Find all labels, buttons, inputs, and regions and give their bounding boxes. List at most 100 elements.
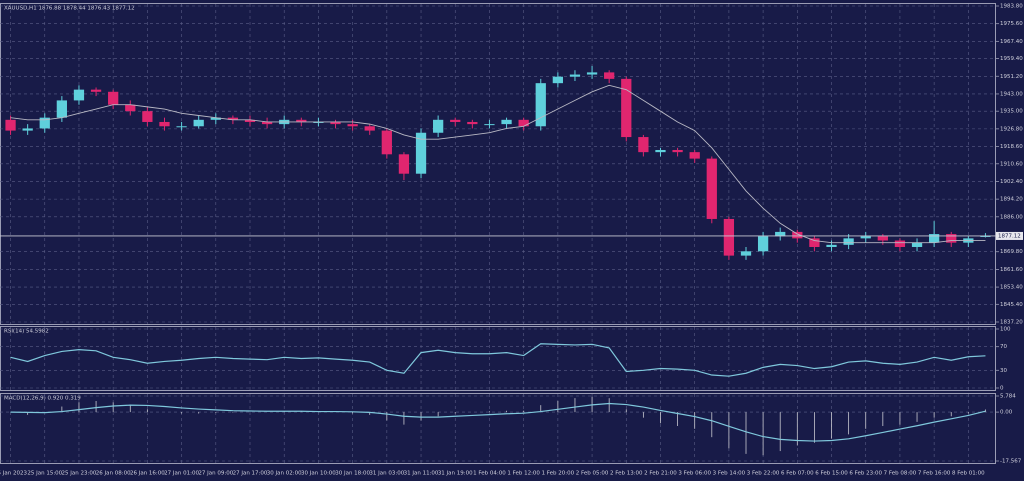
candle-body xyxy=(501,119,512,125)
x-tick-label: 1 Feb 20:00 xyxy=(542,471,575,477)
candle-body xyxy=(433,119,444,133)
x-tick-label: 6 Feb 23:00 xyxy=(849,471,882,477)
price-title: XAUUSD,H1 1876.88 1878.44 1876.43 1877.1… xyxy=(4,6,135,12)
candle-body xyxy=(73,89,85,101)
x-tick-label: 25 Jan 15:00 xyxy=(27,471,62,477)
macd-panel-frame xyxy=(0,393,996,464)
y-tick-label: 1910.60 xyxy=(1000,161,1023,167)
candle-body xyxy=(159,121,170,127)
candle-body xyxy=(347,124,358,127)
candle-body xyxy=(860,236,871,239)
candle-body xyxy=(381,130,392,155)
candle-body xyxy=(586,72,598,75)
y-tick-label: 1837.20 xyxy=(1000,320,1023,326)
y-tick-label: 1886.00 xyxy=(1000,214,1023,220)
candle-body xyxy=(244,119,256,122)
last-price-box xyxy=(996,231,1023,240)
x-tick-label: 26 Jan 16:00 xyxy=(130,471,165,477)
candle-body xyxy=(638,137,649,153)
y-tick-label: 1935.00 xyxy=(1000,109,1023,115)
x-tick-label: 6 Feb 07:00 xyxy=(781,471,814,477)
candle-body xyxy=(5,119,16,131)
candle-body xyxy=(672,149,683,153)
candle-body xyxy=(604,72,615,79)
y-tick-label: 1918.60 xyxy=(1000,144,1023,150)
x-tick-label: 7 Feb 16:00 xyxy=(918,471,951,477)
candle-body xyxy=(330,121,341,125)
y-tick-label: 1983.80 xyxy=(1000,4,1023,10)
candle-body xyxy=(39,117,50,129)
rsi-line xyxy=(10,343,986,377)
x-tick-label: 31 Jan 19:00 xyxy=(438,471,473,477)
y-tick-label: 1853.40 xyxy=(1000,285,1023,291)
candle-body xyxy=(56,100,67,118)
candle-body xyxy=(740,251,752,256)
x-tick-label: 31 Jan 11:00 xyxy=(404,471,439,477)
y-tick-label: 1894.20 xyxy=(1000,197,1023,203)
y-tick-label: 1975.60 xyxy=(1000,21,1023,27)
candle-body xyxy=(125,104,136,112)
y-tick-label: 0.00 xyxy=(1000,410,1013,416)
x-tick-label: 26 Jan 08:00 xyxy=(96,471,131,477)
x-tick-label: 31 Jan 03:00 xyxy=(369,471,404,477)
x-tick-label: 6 Feb 15:00 xyxy=(815,471,848,477)
candle-body xyxy=(364,126,375,131)
macd-title: MACD(12,26,9) 0.920 0.319 xyxy=(4,396,81,402)
candle-body xyxy=(296,119,307,122)
x-tick-label: 3 Feb 22:00 xyxy=(747,471,780,477)
candle-body xyxy=(108,91,119,105)
candle-body xyxy=(518,119,529,127)
x-tick-label: 8 Feb 01:00 xyxy=(952,471,985,477)
x-tick-label: 3 Feb 14:00 xyxy=(713,471,746,477)
y-tick-label: 1861.60 xyxy=(1000,267,1023,273)
last-price-label: 1877.12 xyxy=(998,233,1021,239)
candle-body xyxy=(484,124,495,126)
candle-body xyxy=(261,121,273,125)
rsi-panel-frame xyxy=(0,326,996,391)
candle-body xyxy=(467,121,478,125)
x-tick-label: 3 Feb 06:00 xyxy=(678,471,711,477)
candle-body xyxy=(569,74,581,77)
y-tick-label: 1902.40 xyxy=(1000,179,1023,185)
x-tick-label: 1 Feb 12:00 xyxy=(507,471,540,477)
candle-body xyxy=(723,218,735,256)
candle-body xyxy=(227,117,239,120)
moving-average xyxy=(10,84,986,244)
y-tick-label: 1951.20 xyxy=(1000,74,1023,80)
candle-body xyxy=(621,78,632,138)
candle-body xyxy=(535,83,546,127)
candle-body xyxy=(877,236,888,241)
y-tick-label: 5.784 xyxy=(1000,394,1016,400)
candle-body xyxy=(689,152,700,159)
candle-body xyxy=(210,117,221,120)
x-tick-label: 1 Feb 04:00 xyxy=(473,471,506,477)
candle-body xyxy=(415,132,427,174)
macd-signal-line xyxy=(10,402,986,442)
x-tick-label: 2 Feb 21:00 xyxy=(644,471,677,477)
x-tick-label: 27 Jan 01:00 xyxy=(164,471,199,477)
candle-body xyxy=(826,244,837,247)
x-tick-label: 27 Jan 09:00 xyxy=(198,471,233,477)
candle-body xyxy=(911,242,923,247)
x-tick-label: 25 Jan 23:00 xyxy=(62,471,97,477)
candle-body xyxy=(22,128,33,131)
candle-body xyxy=(894,240,906,247)
x-tick-label: 30 Jan 02:00 xyxy=(267,471,302,477)
candle-body xyxy=(313,121,324,123)
y-tick-label: 1845.40 xyxy=(1000,302,1023,308)
y-tick-label: 1869.80 xyxy=(1000,249,1023,255)
candle-body xyxy=(193,119,204,127)
x-tick-label: 2 Feb 05:00 xyxy=(576,471,609,477)
candle-body xyxy=(176,126,187,128)
candle-body xyxy=(655,149,666,153)
y-tick-label: 1943.00 xyxy=(1000,91,1023,97)
x-tick-label: 30 Jan 10:00 xyxy=(301,471,336,477)
candle-body xyxy=(552,76,563,84)
y-tick-label: 30 xyxy=(1000,368,1007,374)
candle-body xyxy=(809,238,820,247)
candle-body xyxy=(450,119,461,122)
y-tick-label: 100 xyxy=(1000,327,1011,333)
y-tick-label: 0 xyxy=(1000,386,1004,392)
